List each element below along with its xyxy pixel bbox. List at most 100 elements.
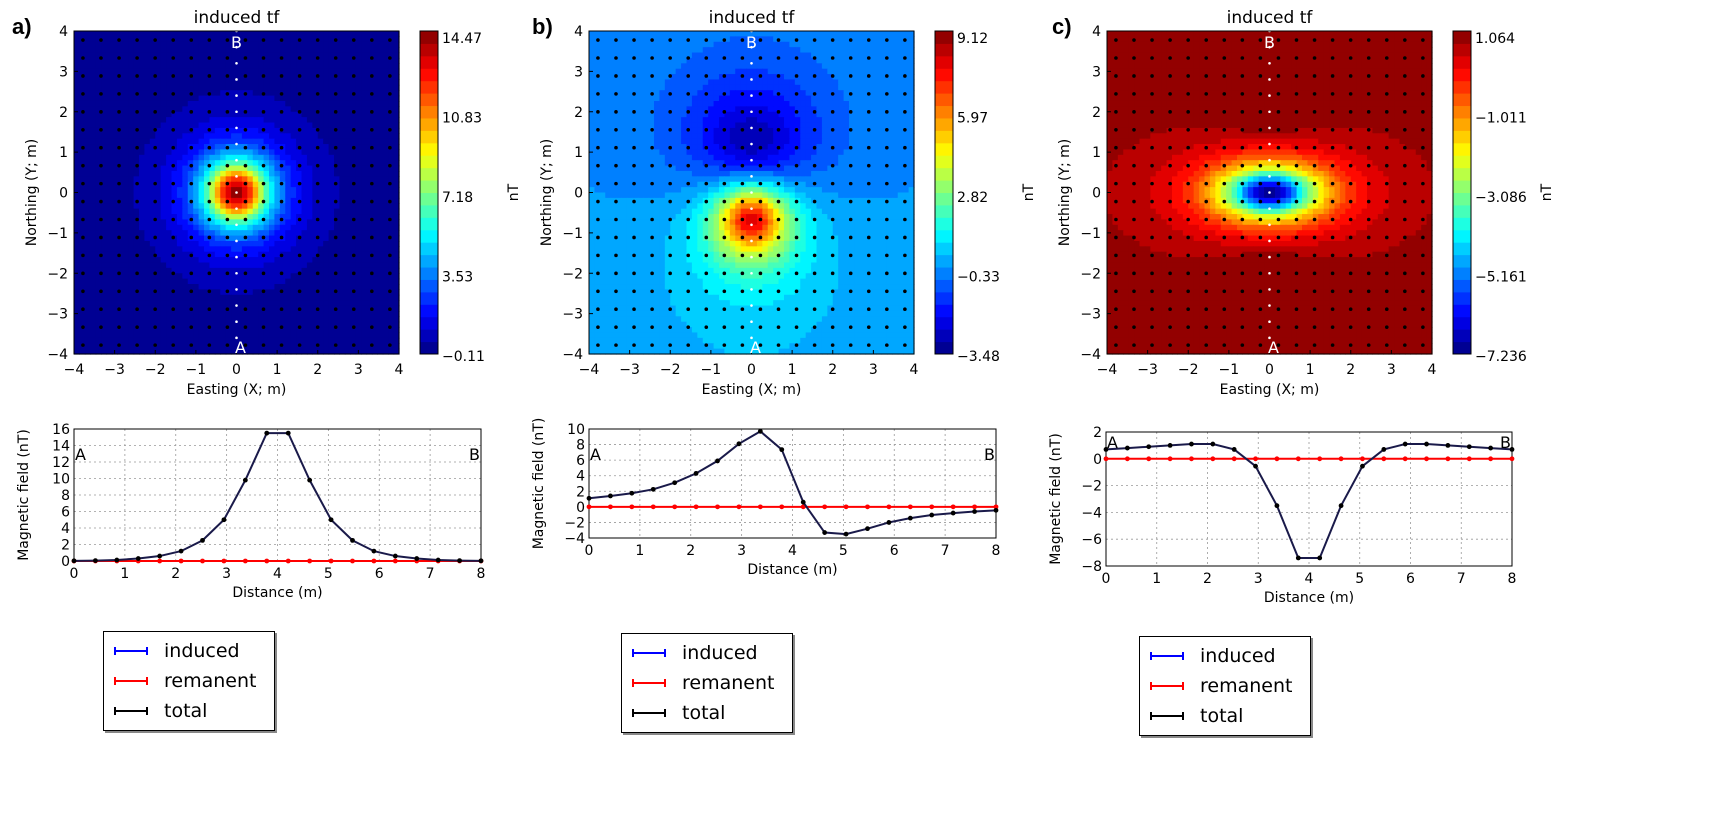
heatmap-cell [269,149,276,156]
heatmap-cell [637,57,644,64]
heatmap-cell [236,230,243,237]
heatmap-cell [371,133,378,140]
heatmap-cell [139,230,146,237]
heatmap-cell [160,170,167,177]
heatmap-cell [594,117,601,124]
heatmap-cell [312,52,319,59]
heatmap-cell [794,106,801,113]
heatmap-cell [393,327,400,334]
station-dot [370,217,374,222]
heatmap-cell [236,203,243,210]
heatmap-cell [285,170,292,177]
station-dot [135,199,139,204]
heatmap-cell [632,111,639,118]
heatmap-cell [74,181,81,188]
heatmap-cell [231,165,238,172]
heatmap-cell [214,294,221,301]
heatmap-cell [290,68,297,75]
heatmap-cell [800,79,807,86]
heatmap-cell [312,41,319,48]
heatmap-cell [95,273,102,280]
heatmap-cell [79,138,86,145]
heatmap-cell [594,31,601,37]
heatmap-cell [724,41,731,48]
heatmap-cell [290,300,297,307]
heatmap-cell [317,332,324,339]
heatmap-cell [751,52,758,59]
heatmap-cell [198,95,205,102]
heatmap-cell [187,214,194,221]
heatmap-cell [393,219,400,226]
heatmap-cell [101,138,108,145]
heatmap-cell [832,84,839,91]
heatmap-cell [204,52,211,59]
heatmap-cell [269,267,276,274]
heatmap-cell [166,63,173,70]
station-dot [333,307,338,312]
heatmap-cell [122,144,129,151]
heatmap-cell [339,316,346,323]
heatmap-cell [79,63,86,70]
heatmap-cell [269,100,276,107]
heatmap-cell [274,84,281,91]
heatmap-cell [122,117,129,124]
heatmap-cell [843,84,850,91]
heatmap-cell [182,176,189,183]
heatmap-cell [90,348,97,355]
heatmap-cell [708,90,715,97]
heatmap-cell [886,106,893,113]
heatmap-cell [160,284,167,290]
heatmap-cell [816,111,823,118]
heatmap-cell [366,219,373,226]
heatmap-cell [605,36,612,43]
heatmap-cell [198,327,205,334]
heatmap-cell [182,95,189,102]
heatmap-cell [176,68,183,75]
heatmap-cell [816,63,823,70]
heatmap-cell [258,224,265,231]
heatmap-cell [279,63,286,70]
station-dot [315,181,320,186]
heatmap-cell [231,289,238,296]
heatmap-cell [263,343,270,350]
heatmap-cell [176,257,183,264]
heatmap-cell [296,154,303,161]
heatmap-cell [328,284,335,290]
heatmap-cell [285,267,292,274]
heatmap-cell [95,133,102,140]
heatmap-cell [171,214,178,221]
heatmap-cell [881,111,888,118]
heatmap-cell [241,52,248,59]
heatmap-cell [133,240,140,247]
heatmap-cell [344,262,351,269]
heatmap-cell [220,262,227,269]
heatmap-cell [176,176,183,183]
heatmap-cell [263,203,270,210]
heatmap-cell [344,267,351,274]
heatmap-cell [90,300,97,307]
heatmap-cell [296,170,303,177]
station-dot [117,253,121,258]
heatmap-cell [106,310,113,317]
heatmap-cell [751,57,758,64]
heatmap-cell [171,203,178,210]
heatmap-cell [285,57,292,64]
heatmap-cell [334,208,341,215]
heatmap-cell [111,251,118,258]
station-dot [189,271,194,276]
heatmap-cell [274,165,281,172]
heatmap-cell [122,187,129,194]
heatmap-cell [821,47,828,54]
station-dot [333,325,338,329]
heatmap-cell [908,95,915,102]
heatmap-cell [231,257,238,264]
heatmap-cell [290,230,297,237]
heatmap-cell [214,273,221,280]
heatmap-cell [729,41,736,48]
heatmap-cell [854,63,861,70]
heatmap-cell [317,133,324,140]
station-dot [207,253,212,258]
heatmap-cell [187,154,194,161]
heatmap-cell [328,278,335,285]
heatmap-cell [198,230,205,237]
